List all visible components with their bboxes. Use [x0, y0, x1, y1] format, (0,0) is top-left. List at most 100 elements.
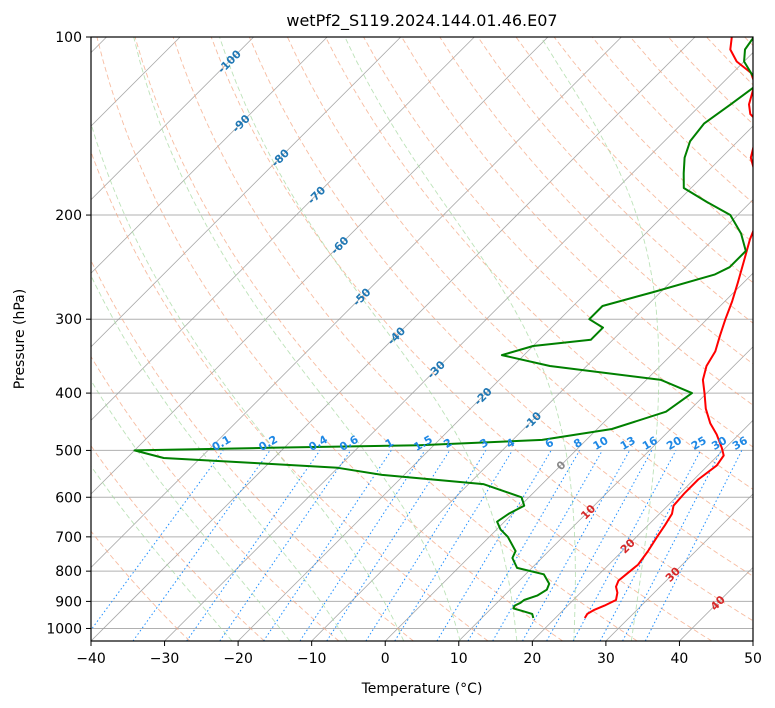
- x-tick-label: 0: [381, 651, 390, 667]
- line-labels: 0.1 0.2 0.4 0.6 1 1.5 2 3 4 6 8 10 13 16 20 25 30 36-100-…: [210, 47, 750, 613]
- mixing-ratio-line: [522, 450, 631, 641]
- mixing-ratio-line: [263, 450, 392, 641]
- dry-adiabat: [91, 150, 489, 641]
- x-tick-label: 20: [523, 651, 541, 667]
- isotherm: [311, 199, 753, 641]
- isotherm: [605, 493, 753, 641]
- y-tick-label: 800: [55, 564, 82, 580]
- y-axis-ticks: 100 200 300 400 500 600 700 800 900 1000: [46, 30, 91, 637]
- x-tick-label: 10: [450, 651, 468, 667]
- mixing-ratio-line: [365, 450, 487, 641]
- mixing-ratio-line: [91, 450, 224, 631]
- dry-adiabat: [706, 37, 753, 86]
- isotherm-label: -50: [350, 285, 373, 308]
- isotherm-label: -100: [215, 47, 244, 76]
- y-axis-label: Pressure (hPa): [12, 289, 28, 389]
- isotherm-label: -70: [305, 184, 328, 207]
- dry-adiabat: [134, 37, 638, 641]
- mixing-ratio-line: [436, 450, 552, 641]
- isotherm: [91, 37, 475, 421]
- dry-adiabat: [439, 37, 753, 365]
- isotherm-label: -30: [425, 358, 448, 381]
- mixing-ratio-line: [572, 450, 677, 641]
- moist-adiabat: [91, 274, 348, 641]
- isotherm-label: -20: [472, 385, 495, 408]
- x-axis-ticks: −40 −30 −20 −10 0 10 20 30 40 50: [76, 641, 762, 667]
- isotherm-label: 10: [578, 502, 598, 522]
- mixing-ratio-line: [546, 450, 653, 641]
- isotherm-label: 40: [708, 593, 728, 613]
- y-tick-label: 600: [55, 490, 82, 506]
- isotherm-label: -90: [230, 112, 253, 135]
- dry-adiabat: [515, 37, 753, 284]
- dry-adiabat: [91, 355, 340, 641]
- moist-adiabat: [540, 37, 660, 641]
- mixing-ratio-line: [219, 450, 352, 641]
- y-tick-label: 400: [55, 386, 82, 402]
- isotherm-label: -10: [521, 409, 544, 432]
- dewpoint-line: [133, 37, 753, 619]
- isotherm-label: 0: [554, 458, 569, 473]
- moist-adiabat: [91, 465, 233, 641]
- dry-adiabat: [363, 37, 753, 448]
- dry-adiabat: [91, 259, 414, 641]
- y-tick-label: 700: [55, 530, 82, 546]
- dry-adiabat: [477, 37, 753, 324]
- mixing-ratio-line: [467, 450, 581, 641]
- profile-lines: [133, 37, 753, 619]
- y-tick-label: 200: [55, 208, 82, 224]
- isotherm: [91, 37, 328, 274]
- isotherm: [384, 272, 753, 641]
- dry-adiabat: [553, 37, 753, 244]
- dry-adiabat: [744, 37, 753, 47]
- isotherm: [91, 37, 696, 641]
- y-tick-label: 100: [55, 30, 82, 46]
- dry-adiabat: [210, 37, 753, 622]
- x-tick-label: 40: [671, 651, 689, 667]
- dry-adiabat: [401, 37, 753, 406]
- x-tick-label: 50: [744, 651, 762, 667]
- x-tick-label: 30: [597, 651, 615, 667]
- mixing-ratio-line: [492, 450, 603, 641]
- plot-frame: [90, 36, 754, 642]
- isotherm: [91, 37, 622, 569]
- isotherm: [164, 51, 753, 641]
- mixing-ratio-line: [644, 450, 743, 641]
- moist-adiabat: [344, 37, 576, 641]
- y-tick-label: 300: [55, 312, 82, 328]
- x-axis-label: Temperature (°C): [361, 681, 483, 697]
- dry-adiabat: [325, 37, 753, 490]
- mixing-ratio-label: 3: [477, 436, 490, 451]
- x-tick-label: −40: [76, 651, 106, 667]
- temperature-line: [583, 37, 753, 619]
- dry-adiabat: [248, 37, 753, 577]
- mixing-ratio-label: 1: [383, 436, 396, 451]
- isotherm: [91, 37, 402, 348]
- isotherm: [532, 419, 753, 641]
- isotherm: [458, 346, 753, 641]
- chart-title: wetPf2_S119.2024.144.01.46.E07: [286, 11, 557, 31]
- y-tick-label: 1000: [46, 621, 82, 637]
- x-tick-label: −20: [223, 651, 253, 667]
- mixing-ratio-label: 4: [504, 436, 517, 451]
- isotherm: [679, 566, 753, 641]
- isotherm: [752, 640, 753, 641]
- dry-adiabat: [91, 444, 265, 641]
- y-tick-label: 900: [55, 594, 82, 610]
- isotherm-label: 30: [663, 564, 683, 584]
- background-lines: [91, 37, 753, 641]
- x-tick-label: −30: [150, 651, 180, 667]
- isotherm: [91, 37, 254, 201]
- y-tick-label: 500: [55, 443, 82, 459]
- isotherm: [237, 125, 753, 641]
- mixing-ratio-line: [132, 450, 271, 641]
- moist-adiabat: [219, 37, 518, 641]
- dry-adiabat: [668, 37, 753, 125]
- isotherm-label: 20: [618, 536, 638, 556]
- isotherm-label: -60: [328, 234, 351, 257]
- x-tick-label: −10: [297, 651, 327, 667]
- mixing-ratio-line: [299, 450, 426, 641]
- isotherm: [91, 37, 549, 495]
- dry-adiabat: [96, 37, 563, 641]
